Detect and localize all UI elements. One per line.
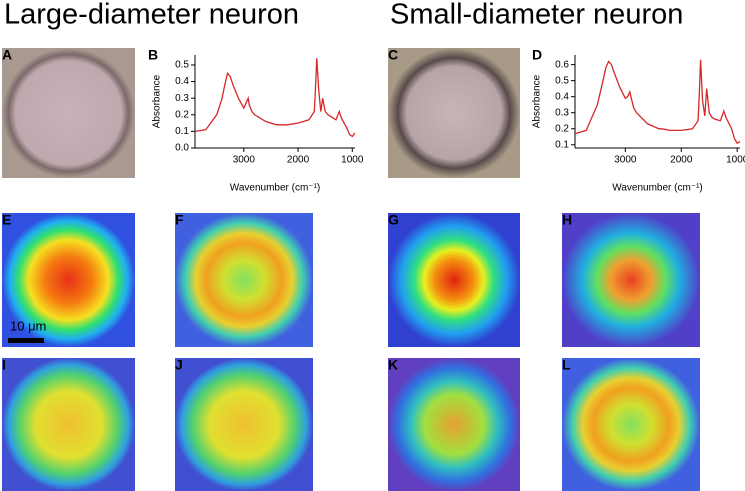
y-tick-label: 0.4 (175, 76, 189, 87)
x-tick-label: 3000 (233, 155, 256, 166)
heading: Small-diameter neuron (390, 0, 683, 31)
scale-bar (8, 338, 44, 343)
heading: Large-diameter neuron (4, 0, 299, 31)
y-axis-label: Absorbance (152, 74, 163, 128)
x-tick-label: 2000 (287, 155, 310, 166)
heatmap (2, 213, 135, 347)
y-tick-label: 0.2 (555, 123, 569, 134)
y-tick-label: 0.4 (555, 91, 569, 102)
panel-label: I (2, 357, 6, 373)
heatmap (388, 358, 520, 491)
panel-label: F (175, 212, 184, 228)
y-axis-label: Absorbance (532, 74, 543, 128)
panel-label: B (148, 47, 158, 63)
y-tick-label: 0.3 (175, 93, 189, 104)
panel-label: D (532, 47, 542, 63)
heatmap (2, 358, 135, 491)
panel-label: G (388, 212, 399, 228)
spectrum-line (194, 58, 356, 138)
panel-label: E (2, 212, 11, 228)
panel-label: H (562, 212, 572, 228)
panel-label: C (388, 47, 398, 63)
micrograph (388, 48, 520, 178)
micrograph (2, 48, 135, 178)
heatmap (175, 358, 313, 491)
x-tick-label: 2000 (670, 155, 693, 166)
x-tick-label: 3000 (614, 155, 637, 166)
panel-label: L (562, 357, 571, 373)
y-tick-label: 0.1 (175, 126, 189, 137)
x-tick-label: 1000 (341, 155, 364, 166)
y-tick-label: 0.2 (175, 109, 189, 120)
y-tick-label: 0.5 (555, 75, 569, 86)
heatmap (388, 213, 520, 347)
panel-label: K (388, 357, 398, 373)
y-tick-label: 0.5 (175, 60, 189, 71)
y-tick-label: 0.1 (555, 139, 569, 150)
y-tick-label: 0.3 (555, 107, 569, 118)
spectrum-line (574, 59, 741, 145)
heatmap (562, 213, 700, 347)
heatmap (562, 358, 700, 491)
x-axis-label: Wavenumber (cm⁻¹) (230, 183, 320, 194)
panel-label: A (2, 47, 12, 63)
heatmap (175, 213, 313, 347)
scale-bar-label: 10 μm (10, 318, 46, 333)
y-tick-label: 0.0 (175, 143, 189, 154)
x-axis-label: Wavenumber (cm⁻¹) (612, 183, 702, 194)
panel-label: J (175, 357, 183, 373)
x-tick-label: 1000 (726, 155, 745, 166)
y-tick-label: 0.6 (555, 59, 569, 70)
